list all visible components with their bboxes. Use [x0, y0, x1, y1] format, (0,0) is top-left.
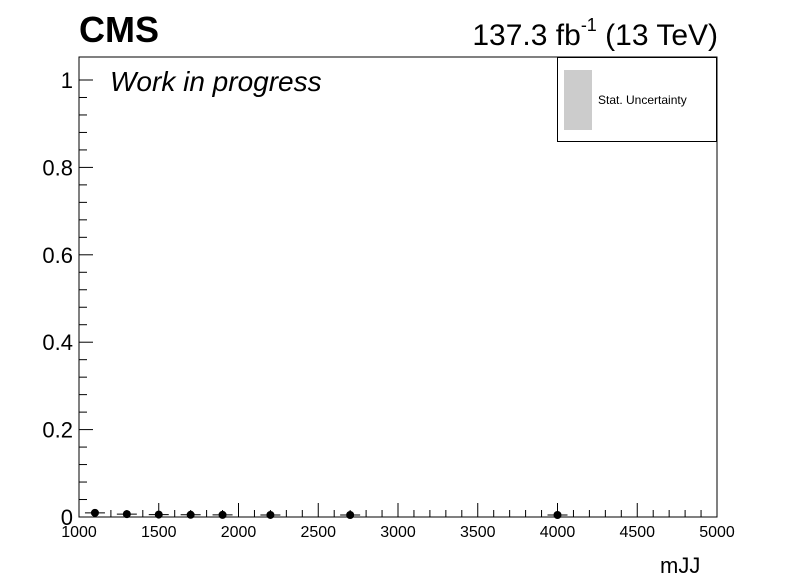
x-tick-label: 5000	[699, 524, 735, 541]
x-tick-label: 2500	[300, 524, 336, 541]
x-tick-label: 1000	[61, 524, 97, 541]
x-tick-label: 2000	[221, 524, 257, 541]
status-label: Work in progress	[110, 66, 322, 97]
y-tick-label: 1	[61, 68, 73, 93]
data-points	[84, 508, 568, 519]
y-tick-label: 0.8	[42, 155, 73, 180]
axis-ticks	[78, 79, 718, 518]
y-tick-label: 0.4	[42, 330, 73, 355]
x-tick-label: 1500	[141, 524, 177, 541]
luminosity-label: 137.3 fb-1 (13 TeV)	[472, 15, 718, 52]
y-tick-label: 0.6	[42, 243, 73, 268]
legend-label-stat-uncertainty: Stat. Uncertainty	[598, 93, 687, 107]
x-axis-title: mJJ	[660, 553, 701, 578]
x-tick-label: 4500	[619, 524, 655, 541]
axis-tick-labels: 0 0.2 0.4 0.6 0.8 1 1000 1500 2000 2500 3000 3500 40…	[42, 68, 734, 541]
legend: Stat. Uncertainty	[557, 57, 717, 142]
y-tick-label: 0.2	[42, 418, 73, 443]
experiment-label: CMS	[79, 9, 159, 50]
x-tick-label: 4000	[540, 524, 576, 541]
y-tick-label: 0	[61, 505, 73, 530]
legend-swatch-stat-uncertainty	[564, 70, 592, 130]
x-tick-label: 3500	[460, 524, 496, 541]
x-tick-label: 3000	[380, 524, 416, 541]
